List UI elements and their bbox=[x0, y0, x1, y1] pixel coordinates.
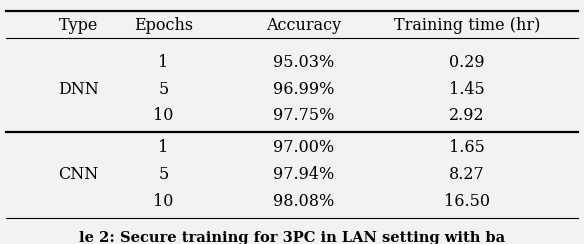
Text: 0.29: 0.29 bbox=[449, 54, 485, 71]
Text: 5: 5 bbox=[158, 81, 169, 98]
Text: le 2: Secure training for 3PC in LAN setting with ba: le 2: Secure training for 3PC in LAN set… bbox=[79, 231, 505, 244]
Text: 97.94%: 97.94% bbox=[273, 166, 334, 183]
Text: 8.27: 8.27 bbox=[449, 166, 485, 183]
Text: 95.03%: 95.03% bbox=[273, 54, 334, 71]
Text: Epochs: Epochs bbox=[134, 17, 193, 34]
Text: 2.92: 2.92 bbox=[449, 107, 485, 124]
Text: 1.65: 1.65 bbox=[449, 139, 485, 156]
Text: 5: 5 bbox=[158, 166, 169, 183]
Text: Accuracy: Accuracy bbox=[266, 17, 341, 34]
Text: 1: 1 bbox=[158, 54, 169, 71]
Text: 10: 10 bbox=[154, 193, 173, 210]
Text: Type: Type bbox=[58, 17, 98, 34]
Text: 1.45: 1.45 bbox=[449, 81, 485, 98]
Text: DNN: DNN bbox=[58, 81, 99, 98]
Text: 97.75%: 97.75% bbox=[273, 107, 335, 124]
Text: 10: 10 bbox=[154, 107, 173, 124]
Text: 16.50: 16.50 bbox=[444, 193, 490, 210]
Text: 97.00%: 97.00% bbox=[273, 139, 334, 156]
Text: CNN: CNN bbox=[58, 166, 99, 183]
Text: 1: 1 bbox=[158, 139, 169, 156]
Text: Training time (hr): Training time (hr) bbox=[394, 17, 540, 34]
Text: 96.99%: 96.99% bbox=[273, 81, 335, 98]
Text: 98.08%: 98.08% bbox=[273, 193, 334, 210]
